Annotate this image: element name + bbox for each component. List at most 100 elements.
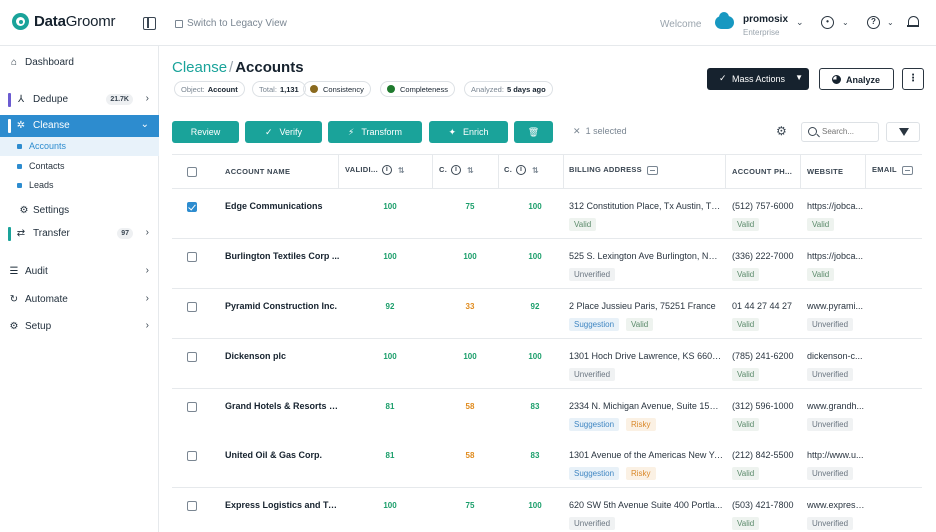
- column-header-account-name[interactable]: ACCOUNT NAME: [225, 167, 291, 176]
- column-header-website[interactable]: WEBSITE: [807, 167, 844, 176]
- website-status-tag[interactable]: Unverified: [807, 467, 854, 480]
- column-header-completeness[interactable]: C. i ⇅: [504, 165, 540, 176]
- analyze-button[interactable]: Analyze: [819, 68, 894, 90]
- website-status-tag[interactable]: Unverified: [807, 517, 854, 530]
- column-header-account-phone[interactable]: ACCOUNT PH...: [732, 167, 793, 176]
- account-name[interactable]: Express Logistics and Tra...: [225, 500, 340, 510]
- sidebar-subitem-contacts[interactable]: Contacts: [0, 157, 159, 176]
- column-header-billing-address[interactable]: BILLING ADDRESS: [569, 165, 658, 175]
- help-icon[interactable]: ?: [867, 16, 880, 29]
- breadcrumb-parent[interactable]: Cleanse: [172, 59, 228, 76]
- phone-status-tag[interactable]: Valid: [732, 418, 760, 431]
- website-status-tag[interactable]: Valid: [807, 268, 835, 281]
- table-row[interactable]: Burlington Textiles Corp ... 100 100 100 525…: [172, 239, 922, 289]
- search-input[interactable]: [822, 127, 876, 136]
- sidebar-subitem-accounts[interactable]: Accounts: [0, 137, 159, 156]
- phone-status-tag[interactable]: Valid: [732, 318, 760, 331]
- website-status-tag[interactable]: Unverified: [807, 368, 854, 381]
- phone-status-tag[interactable]: Valid: [732, 368, 760, 381]
- account-name[interactable]: Pyramid Construction Inc.: [225, 301, 338, 311]
- table-row[interactable]: Grand Hotels & Resorts Ltd 81 58 83 2334 N. …: [172, 389, 922, 439]
- address-status-tag[interactable]: Suggestion: [569, 467, 620, 480]
- sidebar-item-cleanse[interactable]: ✲ Cleanse ⌄: [0, 115, 159, 137]
- mass-actions-button[interactable]: ✓ Mass Actions ▼: [707, 68, 809, 90]
- address-status-tag[interactable]: Risky: [626, 418, 656, 431]
- account-name[interactable]: Dickenson plc: [225, 351, 287, 361]
- phone-status-tag[interactable]: Valid: [732, 268, 760, 281]
- sidebar-item-dedupe[interactable]: ⅄ Dedupe 21.7K ›: [0, 89, 159, 111]
- sidebar-item-setup[interactable]: ⚙ Setup ›: [0, 316, 159, 338]
- help-chevron-down-icon[interactable]: ⌄: [887, 18, 894, 27]
- phone-status-tag[interactable]: Valid: [732, 467, 760, 480]
- user-account-icon[interactable]: •: [821, 16, 834, 29]
- table-settings-gear-icon[interactable]: ⚙: [776, 124, 787, 138]
- sidebar-item-automate[interactable]: ↻ Automate ›: [0, 289, 159, 311]
- column-header-consistency[interactable]: C. i ⇅: [439, 165, 475, 176]
- delete-button[interactable]: 🗑: [514, 121, 553, 143]
- address-status-tag[interactable]: Risky: [626, 467, 656, 480]
- sort-icon[interactable]: ⇅: [467, 165, 475, 175]
- more-options-button[interactable]: ⋮: [902, 68, 924, 90]
- table-row[interactable]: Dickenson plc 100 100 100 1301 Hoch Drive La…: [172, 339, 922, 389]
- phone-status-tag[interactable]: Valid: [732, 517, 760, 530]
- search-box[interactable]: [801, 122, 879, 142]
- sort-icon[interactable]: ⇅: [397, 165, 405, 175]
- table-row[interactable]: Express Logistics and Tra... 100 75 100 620 …: [172, 488, 922, 532]
- account-name[interactable]: Grand Hotels & Resorts Ltd: [225, 401, 340, 411]
- clear-selection-icon[interactable]: ✕: [573, 126, 581, 136]
- table-row[interactable]: Edge Communications 100 75 100 312 Constitut…: [172, 189, 922, 239]
- enrich-button[interactable]: ✦ Enrich: [429, 121, 508, 143]
- verify-button[interactable]: ✓ Verify: [245, 121, 322, 143]
- column-header-validity[interactable]: VALIDI... i ⇅: [345, 165, 405, 176]
- selected-count: 1 selected: [585, 126, 627, 136]
- row-checkbox[interactable]: [187, 501, 197, 511]
- row-checkbox[interactable]: [187, 202, 197, 212]
- phone-status-tag[interactable]: Valid: [732, 218, 760, 231]
- user-chevron-down-icon[interactable]: ⌄: [842, 18, 849, 27]
- table-row[interactable]: Pyramid Construction Inc. 92 33 92 2 Place J…: [172, 289, 922, 339]
- address-status-tag[interactable]: Unverified: [569, 368, 616, 381]
- address-status-tag[interactable]: Valid: [626, 318, 654, 331]
- website-status-tag[interactable]: Unverified: [807, 418, 854, 431]
- notification-bell-icon[interactable]: [907, 16, 919, 28]
- org-chevron-down-icon[interactable]: ⌄: [796, 17, 804, 27]
- address-status-tag[interactable]: Valid: [569, 218, 597, 231]
- consistency-score: 100: [463, 252, 477, 261]
- info-icon[interactable]: i: [516, 165, 527, 176]
- row-checkbox[interactable]: [187, 252, 197, 262]
- transform-button[interactable]: ⚡ Transform: [328, 121, 422, 143]
- row-checkbox[interactable]: [187, 451, 197, 461]
- table-row[interactable]: United Oil & Gas Corp. 81 58 83 1301 Avenue …: [172, 438, 922, 488]
- address-status-tag[interactable]: Suggestion: [569, 318, 620, 331]
- collapse-column-icon[interactable]: [646, 165, 658, 175]
- address-status-tag[interactable]: Unverified: [569, 517, 616, 530]
- sidebar-subitem-leads[interactable]: Leads: [0, 176, 159, 195]
- column-header-email[interactable]: EMAIL: [872, 165, 913, 175]
- sidebar-toggle-icon[interactable]: [143, 17, 156, 30]
- filter-funnel-icon[interactable]: [886, 122, 920, 142]
- account-name[interactable]: United Oil & Gas Corp.: [225, 450, 323, 460]
- info-icon[interactable]: i: [451, 165, 462, 176]
- website-status-tag[interactable]: Valid: [807, 218, 835, 231]
- account-name[interactable]: Burlington Textiles Corp ...: [225, 251, 340, 261]
- app-logo[interactable]: DataGroomr: [12, 13, 116, 30]
- address-status-tag[interactable]: Unverified: [569, 268, 616, 281]
- sidebar-item-transfer[interactable]: ⇄ Transfer 97 ›: [0, 223, 159, 245]
- transform-label: Transform: [361, 127, 402, 137]
- address-status-tag[interactable]: Suggestion: [569, 418, 620, 431]
- account-name[interactable]: Edge Communications: [225, 201, 323, 211]
- legacy-view-link[interactable]: Switch to Legacy View: [175, 18, 287, 29]
- row-checkbox[interactable]: [187, 302, 197, 312]
- sidebar-item-settings[interactable]: ⚙ Settings: [0, 200, 159, 222]
- info-icon[interactable]: i: [381, 165, 392, 176]
- collapse-column-icon[interactable]: [901, 165, 913, 175]
- sidebar-item-dashboard[interactable]: ⌂ Dashboard: [0, 52, 159, 74]
- sort-icon[interactable]: ⇅: [532, 165, 540, 175]
- sidebar-item-audit[interactable]: ☰ Audit ›: [0, 261, 159, 283]
- row-checkbox[interactable]: [187, 352, 197, 362]
- review-button[interactable]: Review: [172, 121, 239, 143]
- row-checkbox[interactable]: [187, 402, 197, 412]
- website-status-tag[interactable]: Unverified: [807, 318, 854, 331]
- org-name[interactable]: promosix: [743, 14, 789, 25]
- select-all-checkbox[interactable]: [187, 167, 197, 177]
